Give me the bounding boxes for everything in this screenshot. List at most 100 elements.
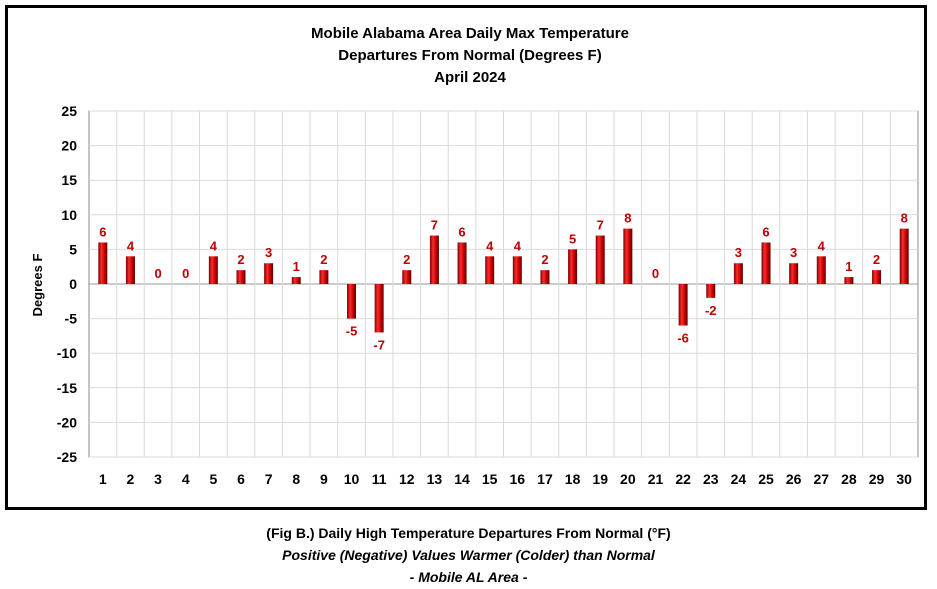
x-tick-label: 20 bbox=[620, 471, 636, 487]
x-tick-label: 13 bbox=[427, 471, 443, 487]
bar bbox=[402, 270, 412, 284]
chart-title-line-2: Departures From Normal (Degrees F) bbox=[338, 47, 601, 64]
x-tick-label: 10 bbox=[344, 471, 360, 487]
data-label: -6 bbox=[677, 331, 689, 346]
y-tick-label: 20 bbox=[61, 138, 77, 154]
bar bbox=[512, 256, 522, 284]
x-tick-label: 15 bbox=[482, 471, 498, 487]
bar bbox=[761, 242, 771, 284]
data-label: 2 bbox=[541, 252, 548, 267]
data-label: 0 bbox=[652, 266, 659, 281]
x-tick-label: 23 bbox=[703, 471, 719, 487]
y-tick-label: 0 bbox=[69, 276, 77, 292]
figure-caption: (Fig B.) Daily High Temperature Departur… bbox=[0, 522, 937, 588]
x-tick-label: 18 bbox=[565, 471, 581, 487]
data-labels: 6 4 0 0 4 2 3 1 2 -5 -7 2 7 6 4 4 2 5 7 8 0 -6 -2 3 6 3 4 1 2 8 bbox=[99, 211, 908, 353]
bar bbox=[899, 228, 909, 284]
bar bbox=[374, 284, 384, 333]
y-tick-label: 10 bbox=[61, 207, 77, 223]
data-label: 4 bbox=[127, 238, 135, 253]
data-label: 7 bbox=[431, 218, 438, 233]
x-tick-label: 24 bbox=[731, 471, 747, 487]
x-tick-label: 2 bbox=[127, 471, 135, 487]
data-label: 2 bbox=[873, 252, 880, 267]
chart-frame: Mobile Alabama Area Daily Max Temperatur… bbox=[5, 5, 927, 510]
caption-line-1: (Fig B.) Daily High Temperature Departur… bbox=[266, 525, 671, 541]
y-tick-label: 25 bbox=[61, 103, 77, 119]
data-label: -7 bbox=[373, 337, 385, 352]
data-label: -2 bbox=[705, 303, 717, 318]
data-label: 4 bbox=[210, 238, 218, 253]
data-label: 2 bbox=[403, 252, 410, 267]
data-label: 1 bbox=[293, 259, 300, 274]
bar-series bbox=[98, 228, 909, 333]
data-label: 0 bbox=[154, 266, 161, 281]
gridlines bbox=[89, 110, 918, 458]
bar bbox=[568, 249, 578, 284]
x-tick-label: 12 bbox=[399, 471, 415, 487]
x-tick-label: 16 bbox=[510, 471, 526, 487]
x-tick-label: 9 bbox=[320, 471, 328, 487]
bar bbox=[236, 270, 246, 284]
x-tick-label: 14 bbox=[454, 471, 470, 487]
data-label: 8 bbox=[901, 211, 908, 226]
x-tick-label: 6 bbox=[237, 471, 245, 487]
x-tick-label: 30 bbox=[896, 471, 912, 487]
caption-line-2: Positive (Negative) Values Warmer (Colde… bbox=[282, 547, 655, 563]
x-tick-label: 27 bbox=[813, 471, 829, 487]
x-tick-label: 8 bbox=[292, 471, 300, 487]
x-tick-label: 1 bbox=[99, 471, 107, 487]
bar bbox=[540, 270, 550, 284]
data-label: -5 bbox=[346, 324, 358, 339]
y-tick-label: 5 bbox=[69, 241, 77, 257]
data-label: 2 bbox=[237, 252, 244, 267]
bar bbox=[319, 270, 329, 284]
bar bbox=[872, 270, 882, 284]
data-label: 2 bbox=[320, 252, 327, 267]
x-tick-label: 17 bbox=[537, 471, 553, 487]
y-tick-label: -15 bbox=[57, 380, 77, 396]
x-tick-label: 4 bbox=[182, 471, 190, 487]
data-label: 5 bbox=[569, 231, 576, 246]
x-tick-label: 29 bbox=[869, 471, 885, 487]
bar bbox=[98, 242, 108, 284]
bar bbox=[208, 256, 218, 284]
y-tick-label: -5 bbox=[65, 311, 78, 327]
data-label: 3 bbox=[735, 245, 742, 260]
data-label: 6 bbox=[99, 224, 106, 239]
y-tick-label: -20 bbox=[57, 414, 77, 430]
data-label: 4 bbox=[514, 238, 522, 253]
bar bbox=[264, 263, 274, 284]
x-tick-label: 19 bbox=[592, 471, 608, 487]
data-label: 6 bbox=[762, 224, 769, 239]
bar bbox=[595, 235, 605, 284]
chart-title-line-1: Mobile Alabama Area Daily Max Temperatur… bbox=[311, 25, 629, 42]
y-tick-label: -25 bbox=[57, 449, 77, 465]
bar bbox=[733, 263, 743, 284]
caption-line-3: - Mobile AL Area - bbox=[409, 569, 528, 585]
x-tick-label: 26 bbox=[786, 471, 802, 487]
x-axis-ticks: 1 2 3 4 5 6 7 8 9 10 11 12 13 14 15 16 17 18 19 20 21 22 23 24 2… bbox=[99, 471, 912, 487]
bar bbox=[485, 256, 495, 284]
bar bbox=[706, 284, 716, 298]
x-tick-label: 5 bbox=[209, 471, 217, 487]
data-label: 0 bbox=[182, 266, 189, 281]
data-label: 4 bbox=[486, 238, 494, 253]
bar bbox=[623, 228, 633, 284]
bar bbox=[844, 277, 854, 284]
bar bbox=[429, 235, 439, 284]
x-tick-label: 25 bbox=[758, 471, 774, 487]
y-axis-ticks: 25 20 15 10 5 0 -5 -10 -15 -20 -25 bbox=[57, 103, 77, 465]
bar bbox=[678, 284, 688, 326]
data-label: 7 bbox=[597, 218, 604, 233]
y-tick-label: 15 bbox=[61, 172, 77, 188]
y-axis-label: Degrees F bbox=[30, 254, 45, 317]
bar bbox=[291, 277, 301, 284]
chart: Mobile Alabama Area Daily Max Temperatur… bbox=[30, 25, 919, 487]
x-tick-label: 22 bbox=[675, 471, 691, 487]
x-tick-label: 11 bbox=[372, 471, 387, 487]
x-tick-label: 3 bbox=[154, 471, 162, 487]
bar bbox=[457, 242, 467, 284]
y-tick-label: -10 bbox=[57, 345, 77, 361]
data-label: 6 bbox=[458, 224, 465, 239]
